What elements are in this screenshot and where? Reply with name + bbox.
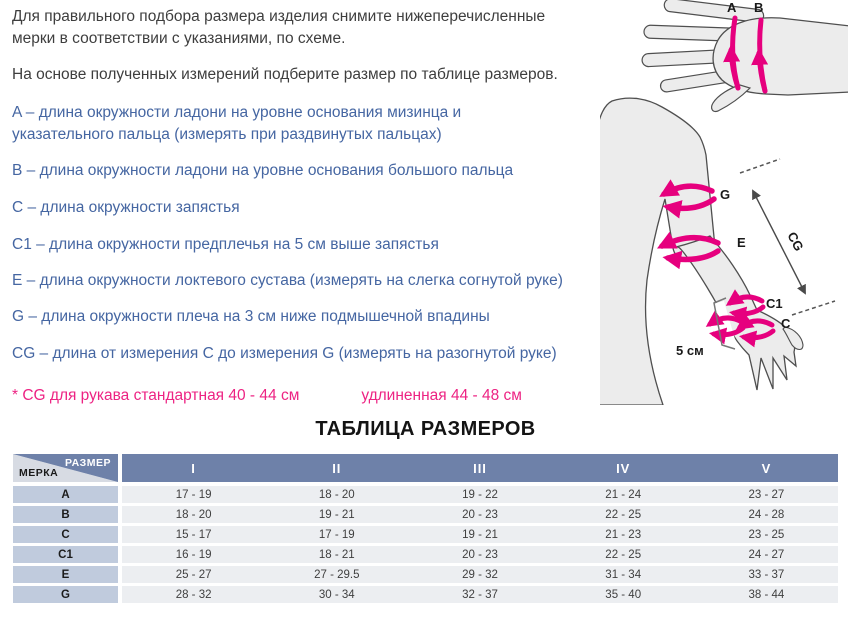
- size-column-header: IV: [616, 460, 631, 476]
- row-label: E: [13, 566, 118, 583]
- size-value-cell: 18 - 20: [318, 488, 355, 501]
- size-value-cell: 35 - 40: [605, 588, 642, 601]
- table-row: B 18 - 20 19 - 21 20 - 23 22 - 25 24 - 28: [13, 506, 838, 523]
- diagram-label-c: C: [781, 316, 791, 331]
- size-value-cell: 16 - 19: [175, 548, 212, 561]
- measurement-item-c: C – длина окружности запястья: [12, 199, 240, 216]
- table-row: E 25 - 27 27 - 29.5 29 - 32 31 - 34 33 - 37: [13, 566, 838, 583]
- size-value-cell: 29 - 32: [462, 568, 498, 581]
- size-value-cell: 25 - 27: [175, 568, 212, 581]
- size-value-cell: 19 - 21: [318, 508, 355, 521]
- table-corner-cell: РАЗМЕР МЕРКА: [13, 454, 118, 482]
- note-standard: * CG для рукава стандартная 40 - 44 см: [12, 387, 300, 404]
- table-row: G 28 - 32 30 - 34 32 - 37 35 - 40 38 - 44: [13, 586, 838, 603]
- dashed-reference-lines: [739, 158, 836, 316]
- row-values: 17 - 19 18 - 20 19 - 22 21 - 24 23 - 27: [122, 486, 838, 503]
- size-value-cell: 31 - 34: [605, 568, 642, 581]
- arm-diagram: G E C1 C CG 5 см: [600, 97, 836, 405]
- diagram-label-cg: CG: [784, 229, 806, 253]
- size-value-cell: 19 - 22: [462, 488, 498, 501]
- size-value-cell: 17 - 19: [318, 528, 355, 541]
- size-value-cell: 32 - 37: [462, 588, 498, 601]
- row-label: A: [13, 486, 118, 503]
- corner-label-measure: МЕРКА: [19, 467, 59, 479]
- row-values: 15 - 17 17 - 19 19 - 21 21 - 23 23 - 25: [122, 526, 838, 543]
- diagram-label-5cm: 5 см: [676, 343, 704, 358]
- size-value-cell: 24 - 27: [748, 548, 785, 561]
- table-title: ТАБЛИЦА РАЗМЕРОВ: [315, 418, 536, 440]
- size-value-cell: 15 - 17: [175, 528, 212, 541]
- table-row: C1 16 - 19 18 - 21 20 - 23 22 - 25 24 - 27: [13, 546, 838, 563]
- size-value-cell: 23 - 27: [748, 488, 785, 501]
- measure-band-b-icon: [751, 17, 769, 94]
- size-value-cell: 21 - 23: [605, 528, 642, 541]
- diagram-label-g: G: [720, 187, 730, 202]
- size-header-strip: I II III IV V: [122, 454, 838, 482]
- size-value-cell: 38 - 44: [748, 588, 785, 601]
- row-label: B: [13, 506, 118, 523]
- measure-band-a-icon: [723, 15, 741, 91]
- hand-illustration: [641, 0, 848, 113]
- size-value-cell: 28 - 32: [175, 588, 212, 601]
- diagram-label-e: E: [737, 235, 746, 250]
- note-extended: удлиненная 44 - 48 см: [361, 387, 522, 404]
- size-value-cell: 19 - 21: [462, 528, 498, 541]
- size-value-cell: 23 - 25: [748, 528, 785, 541]
- size-value-cell: 21 - 24: [605, 488, 642, 501]
- size-value-cell: 18 - 20: [175, 508, 212, 521]
- hand-diagram: A B: [641, 0, 848, 113]
- size-value-cell: 22 - 25: [605, 548, 642, 561]
- measurement-item-a: A – длина окружности ладони на уровне ос…: [12, 104, 462, 143]
- row-label: C: [13, 526, 118, 543]
- corner-label-size: РАЗМЕР: [65, 457, 111, 469]
- row-values: 16 - 19 18 - 21 20 - 23 22 - 25 24 - 27: [122, 546, 838, 563]
- diagram-label-a: A: [727, 0, 737, 15]
- intro-paragraph-2: На основе полученных измерений подберите…: [12, 66, 558, 83]
- sleeve-length-note: * CG для рукава стандартная 40 - 44 см уд…: [12, 387, 522, 405]
- size-value-cell: 20 - 23: [462, 548, 498, 561]
- size-value-cell: 20 - 23: [462, 508, 498, 521]
- row-values: 18 - 20 19 - 21 20 - 23 22 - 25 24 - 28: [122, 506, 838, 523]
- five-cm-bracket: [713, 297, 736, 350]
- size-value-cell: 24 - 28: [748, 508, 785, 521]
- table-body: A 17 - 19 18 - 20 19 - 22 21 - 24 23 - 27 B 18 …: [13, 486, 838, 603]
- table-row: C 15 - 17 17 - 19 19 - 21 21 - 23 23 - 25: [13, 526, 838, 543]
- row-values: 25 - 27 27 - 29.5 29 - 32 31 - 34 33 - 37: [122, 566, 838, 583]
- size-column-header: I: [191, 460, 196, 476]
- table-row: A 17 - 19 18 - 20 19 - 22 21 - 24 23 - 27: [13, 486, 838, 503]
- circumference-arrow-g-icon: [659, 179, 717, 219]
- measurement-item-g: G – длина окружности плеча на 3 см ниже …: [12, 308, 490, 325]
- intro-paragraph-1: Для правильного подбора размера изделия …: [12, 8, 546, 47]
- cg-length-arrow-icon: [752, 189, 806, 295]
- size-value-cell: 22 - 25: [605, 508, 642, 521]
- size-table: РАЗМЕР МЕРКА I II III IV V A 17 - 19 18 - 20 19…: [13, 454, 838, 606]
- size-column-header: III: [473, 460, 487, 476]
- row-values: 28 - 32 30 - 34 32 - 37 35 - 40 38 - 44: [122, 586, 838, 603]
- circumference-arrow-e-icon: [656, 231, 721, 270]
- arm-illustration: [600, 97, 804, 405]
- size-value-cell: 17 - 19: [175, 488, 212, 501]
- row-label: C1: [13, 546, 118, 563]
- size-value-cell: 33 - 37: [748, 568, 785, 581]
- measurement-item-cg: CG – длина от измерения C до измерения G…: [12, 345, 557, 362]
- measurement-item-c1: C1 – длина окружности предплечья на 5 см…: [12, 236, 439, 253]
- size-value-cell: 18 - 21: [318, 548, 355, 561]
- measurement-item-e: E – длина окружности локтевого сустава (…: [12, 272, 563, 289]
- table-header-row: РАЗМЕР МЕРКА I II III IV V: [13, 454, 838, 482]
- size-column-header: V: [761, 460, 772, 476]
- diagram-label-b: B: [754, 0, 763, 15]
- measurement-item-b: B – длина окружности ладони на уровне ос…: [12, 162, 514, 179]
- size-value-cell: 30 - 34: [318, 588, 355, 601]
- row-label: G: [13, 586, 118, 603]
- size-column-header: II: [332, 460, 342, 476]
- circumference-arrow-c-icon: [735, 313, 776, 348]
- diagram-label-c1: C1: [766, 296, 783, 311]
- size-value-cell: 27 - 29.5: [314, 568, 360, 581]
